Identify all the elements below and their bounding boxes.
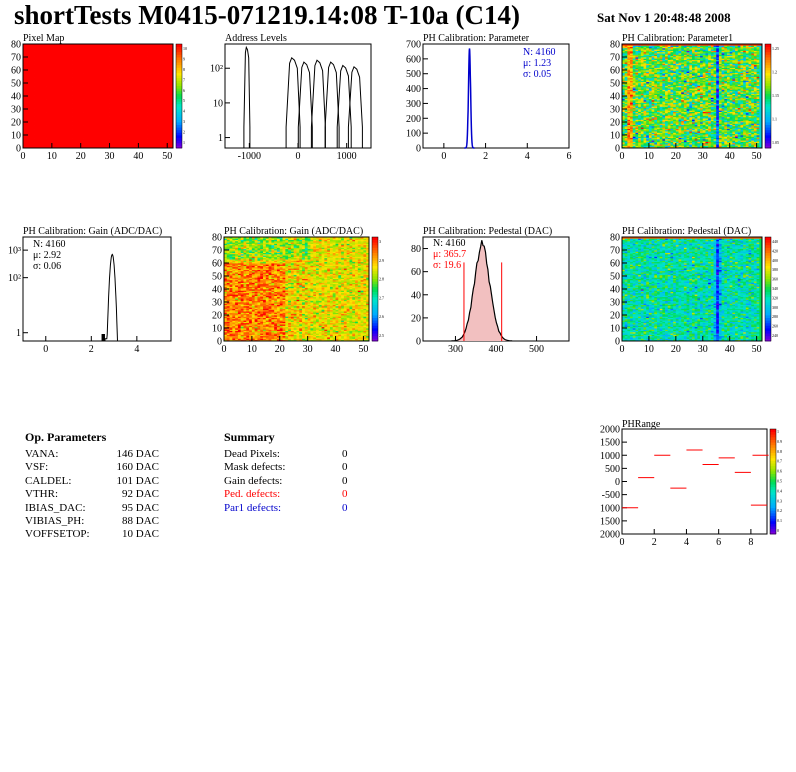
colorbar-cell [176, 114, 182, 117]
x-tick-label: 0 [441, 151, 446, 162]
stat-text: N: 4160 [523, 47, 556, 58]
colorbar-cell [176, 49, 182, 52]
colorbar-label: 6 [183, 88, 185, 93]
colorbar-cell [176, 104, 182, 107]
colorbar-cell [176, 127, 182, 130]
colorbar-cell [176, 106, 182, 109]
colorbar-cell [176, 138, 182, 141]
y-tick-label: 0 [16, 144, 21, 155]
colorbar-label: 5 [183, 98, 185, 103]
colorbar-cell [176, 140, 182, 143]
colorbar-cell [176, 93, 182, 96]
colorbar-cell [176, 112, 182, 115]
colorbar-cell [176, 60, 182, 63]
x-tick-label: 30 [105, 151, 115, 162]
y-tick-label: 0 [416, 144, 421, 155]
colorbar-cell [176, 67, 182, 70]
colorbar-label: 10 [183, 46, 187, 51]
colorbar-cell [176, 130, 182, 133]
panel-title: Address Levels [225, 33, 287, 44]
colorbar-cell [176, 44, 182, 47]
x-tick-label: 20 [76, 151, 86, 162]
colorbar-cell [176, 80, 182, 83]
y-tick-label: 50 [11, 79, 21, 90]
y-tick-label: 60 [11, 66, 21, 77]
colorbar-cell [176, 47, 182, 50]
y-tick-label: 600 [406, 54, 421, 65]
colorbar-cell [176, 109, 182, 112]
y-tick-label: 200 [406, 114, 421, 125]
y-tick-label: 70 [11, 53, 21, 64]
panel-title: PH Calibration: Parameter1 [622, 33, 733, 44]
colorbar-cell [176, 52, 182, 55]
colorbar-cell [176, 65, 182, 68]
colorbar-label: 3 [183, 119, 185, 124]
colorbar-cell [176, 62, 182, 65]
y-tick-label: 400 [406, 84, 421, 95]
stat-text: μ: 1.23 [523, 58, 551, 69]
colorbar-cell [176, 75, 182, 78]
colorbar-label: 9 [183, 56, 185, 61]
colorbar-cell [176, 83, 182, 86]
panel-title: Pixel Map [23, 33, 64, 44]
colorbar-cell [176, 125, 182, 128]
panel-title: PH Calibration: Parameter [423, 33, 530, 44]
y-tick-label: 700 [406, 40, 421, 51]
y-tick-label: 300 [406, 99, 421, 110]
x-tick-label: 50 [162, 151, 172, 162]
colorbar-cell [176, 101, 182, 104]
address-peak [311, 60, 325, 148]
x-tick-label: 0 [21, 151, 26, 162]
colorbar-cell [176, 119, 182, 122]
x-tick-label: 0 [296, 151, 301, 162]
colorbar-cell [176, 86, 182, 89]
colorbar-cell [176, 78, 182, 81]
y-tick-label: 500 [406, 69, 421, 80]
colorbar-cell [176, 57, 182, 60]
colorbar-cell [176, 117, 182, 120]
x-tick-label: -1000 [238, 151, 261, 162]
colorbar-cell [176, 88, 182, 91]
y-tick-label: 30 [11, 105, 21, 116]
colorbar-label: 4 [183, 109, 185, 114]
y-tick-label: 40 [11, 92, 21, 103]
colorbar-cell [176, 122, 182, 125]
x-tick-label: 1000 [337, 151, 357, 162]
y-tick-label: 100 [406, 129, 421, 140]
y-tick-label: 10 [213, 98, 223, 109]
y-tick-label: 1 [218, 133, 223, 144]
colorbar-cell [176, 143, 182, 146]
colorbar-cell [176, 91, 182, 94]
y-tick-label: 20 [11, 118, 21, 129]
x-tick-label: 10 [47, 151, 57, 162]
y-tick-label: 80 [11, 40, 21, 51]
colorbar-cell [176, 73, 182, 76]
x-tick-label: 4 [525, 151, 530, 162]
x-tick-label: 6 [567, 151, 572, 162]
heatmap-cells [23, 44, 173, 148]
heatmap-cells [622, 44, 762, 148]
colorbar-cell [176, 132, 182, 135]
colorbar-label: 8 [183, 67, 185, 72]
colorbar-cell [176, 99, 182, 102]
x-tick-label: 40 [133, 151, 143, 162]
colorbar-cell [176, 70, 182, 73]
colorbar-label: 1 [183, 140, 185, 145]
stat-text: σ: 0.05 [523, 69, 551, 80]
colorbar-label: 7 [183, 77, 185, 82]
y-tick-label: 10² [210, 64, 223, 75]
colorbar-cell [176, 135, 182, 138]
y-tick-label: 10 [11, 131, 21, 142]
parameter-histogram [464, 49, 474, 149]
colorbar-cell [176, 96, 182, 99]
colorbar-cell [176, 54, 182, 57]
address-peak [244, 47, 250, 148]
colorbar-label: 2 [183, 130, 185, 135]
x-tick-label: 2 [483, 151, 488, 162]
